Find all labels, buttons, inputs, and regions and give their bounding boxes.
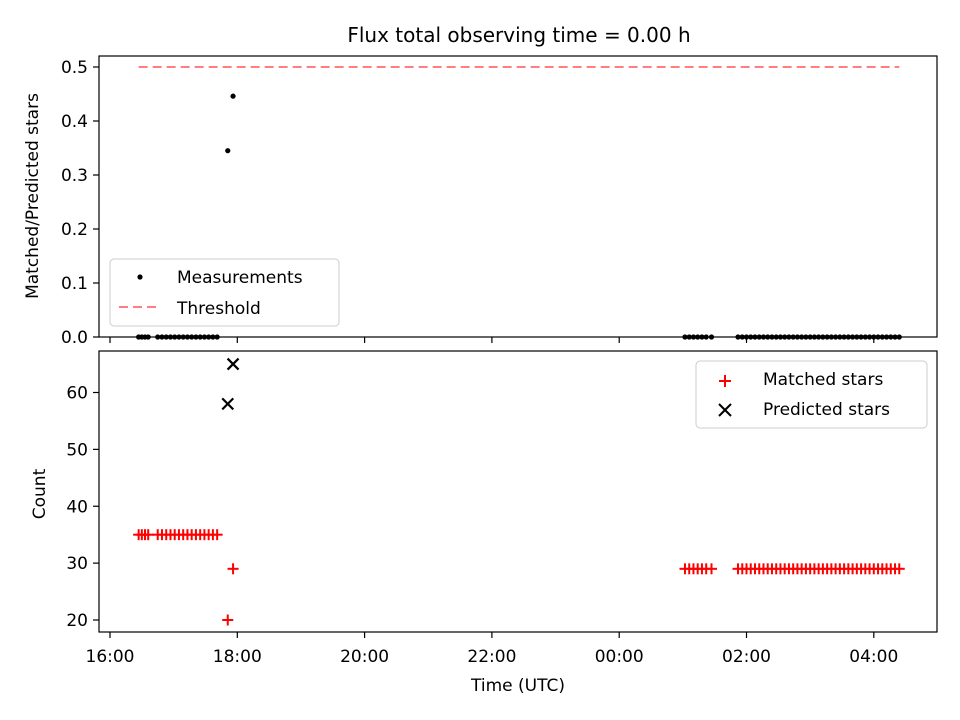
ratio-y-tick-label: 0.2 xyxy=(61,220,88,240)
x-tick-label: 00:00 xyxy=(595,647,644,667)
x-tick-label: 16:00 xyxy=(86,647,135,667)
count-y-axis-label: Count xyxy=(30,468,50,519)
ratio-y-tick-label: 0.3 xyxy=(61,166,88,186)
ratio-y-tick-label: 0.5 xyxy=(61,58,88,78)
x-tick-label: 22:00 xyxy=(467,647,516,667)
ratio-x-ticks xyxy=(109,337,875,343)
matched-star-point xyxy=(705,563,717,575)
measurement-point xyxy=(225,148,231,154)
matched-star-point xyxy=(222,614,234,626)
count-panel: 20 30 40 50 60 16:00 18:00 20:00 22:00 00:00 02:0… xyxy=(30,350,938,696)
predicted-star-point xyxy=(226,357,240,371)
matched-star-point xyxy=(211,529,223,541)
legend-matched-marker xyxy=(719,375,731,387)
ratio-y-tick-label: 0.4 xyxy=(61,112,88,132)
count-y-tick-label: 30 xyxy=(66,554,88,574)
ratio-y-tick-label: 0.0 xyxy=(61,328,88,348)
ratio-legend: Measurements Threshold xyxy=(109,258,340,327)
count-axes-frame xyxy=(98,350,938,633)
ratio-y-ticks: 0.0 0.1 0.2 0.3 0.4 0.5 xyxy=(61,58,99,348)
legend-measurements-label: Measurements xyxy=(177,268,303,288)
legend-predicted-marker xyxy=(718,403,732,417)
count-y-tick-label: 20 xyxy=(66,611,88,631)
matched-star-point xyxy=(893,563,905,575)
count-marks xyxy=(133,357,905,626)
measurement-point xyxy=(230,93,236,99)
x-tick-label: 04:00 xyxy=(849,647,898,667)
count-legend: Matched stars Predicted stars xyxy=(695,360,928,429)
chart-title: Flux total observing time = 0.00 h xyxy=(347,23,690,47)
x-tick-label: 18:00 xyxy=(213,647,262,667)
legend-predicted-label: Predicted stars xyxy=(763,400,890,420)
matched-star-point xyxy=(142,529,154,541)
count-y-tick-label: 50 xyxy=(66,440,88,460)
count-y-tick-label: 60 xyxy=(66,384,88,404)
count-y-tick-label: 40 xyxy=(66,497,88,517)
x-axis-label: Time (UTC) xyxy=(470,676,565,696)
legend-matched-label: Matched stars xyxy=(763,370,883,390)
predicted-star-point xyxy=(221,397,235,411)
x-tick-label: 02:00 xyxy=(722,647,771,667)
legend-threshold-label: Threshold xyxy=(176,299,261,319)
ratio-panel: Flux total observing time = 0.00 h 0.00.… xyxy=(23,23,938,348)
count-x-ticks: 16:00 18:00 20:00 22:00 00:00 02:00 04:00 xyxy=(86,632,898,667)
ratio-axes-frame xyxy=(98,55,938,338)
matched-star-point xyxy=(227,563,239,575)
count-legend-box xyxy=(695,360,928,429)
ratio-y-tick-label: 0.1 xyxy=(61,274,88,294)
ratio-y-axis-label: Matched/Predicted stars xyxy=(23,93,43,299)
ratio-legend-box xyxy=(109,258,340,327)
legend-measurements-marker xyxy=(137,274,143,280)
x-tick-label: 20:00 xyxy=(340,647,389,667)
count-y-ticks: 20 30 40 50 60 xyxy=(66,384,99,631)
